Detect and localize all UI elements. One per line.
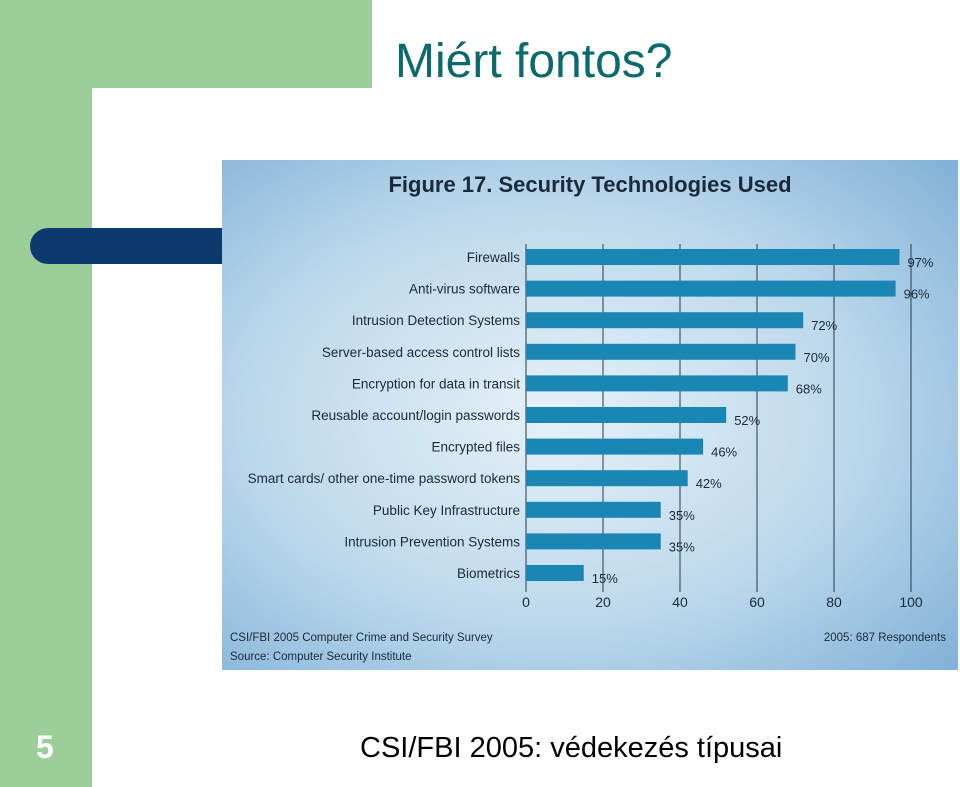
page-number: 5	[36, 729, 54, 765]
data-label: 97%	[907, 255, 933, 270]
chart-figure: Figure 17. Security Technologies Used 0 2…	[222, 160, 958, 670]
category-label: Reusable account/login passwords	[311, 408, 520, 423]
label-layer: 0 20 40 60 80 100 Firewalls 97% Anti-virus softw…	[248, 250, 934, 610]
data-label: 42%	[696, 476, 722, 491]
footer-respondents: 2005: 687 Respondents	[824, 632, 946, 644]
footer-survey: CSI/FBI 2005 Computer Crime and Security…	[230, 632, 493, 644]
category-label: Smart cards/ other one-time password tok…	[248, 471, 521, 486]
bar	[526, 312, 804, 329]
data-label: 72%	[811, 318, 837, 333]
category-label: Anti-virus software	[409, 282, 520, 297]
data-label: 46%	[711, 445, 737, 460]
bar	[526, 375, 788, 392]
slide-title: Miért fontos?	[395, 35, 673, 88]
slide-caption: CSI/FBI 2005: védekezés típusai	[360, 732, 783, 764]
category-label: Server-based access control lists	[322, 345, 520, 360]
bar	[526, 501, 661, 518]
bar	[526, 343, 796, 360]
bar	[526, 438, 704, 455]
bar	[526, 470, 688, 487]
data-label: 68%	[796, 381, 822, 396]
x-tick-label: 60	[749, 594, 765, 610]
x-tick-label: 20	[595, 594, 611, 610]
category-label: Public Key Infrastructure	[373, 503, 520, 518]
corner-curve	[92, 88, 172, 168]
data-label: 35%	[669, 508, 695, 523]
category-label: Encrypted files	[431, 440, 520, 455]
data-label: 52%	[734, 413, 760, 428]
data-label: 70%	[804, 350, 830, 365]
category-label: Firewalls	[467, 250, 521, 265]
data-label: 15%	[592, 571, 618, 586]
category-label: Biometrics	[457, 566, 520, 581]
category-label: Intrusion Prevention Systems	[344, 534, 520, 549]
chart-title: Figure 17. Security Technologies Used	[388, 172, 791, 197]
accent-left-band	[0, 0, 92, 787]
bar	[526, 407, 727, 423]
x-tick-label: 0	[522, 594, 530, 610]
category-label: Encryption for data in transit	[352, 376, 520, 391]
bar	[526, 565, 584, 581]
x-tick-label: 100	[899, 594, 923, 610]
x-tick-label: 80	[826, 594, 842, 610]
bar	[526, 249, 900, 265]
bar-chart: Figure 17. Security Technologies Used 0 2…	[222, 160, 958, 670]
footer-source: Source: Computer Security Institute	[230, 651, 412, 663]
category-label: Intrusion Detection Systems	[352, 313, 520, 328]
data-label: 35%	[669, 539, 695, 554]
x-tick-label: 40	[672, 594, 688, 610]
bar-layer	[526, 249, 900, 581]
bar	[526, 280, 896, 297]
data-label: 96%	[904, 287, 930, 302]
navy-accent-bar	[30, 228, 230, 264]
bar	[526, 533, 661, 550]
